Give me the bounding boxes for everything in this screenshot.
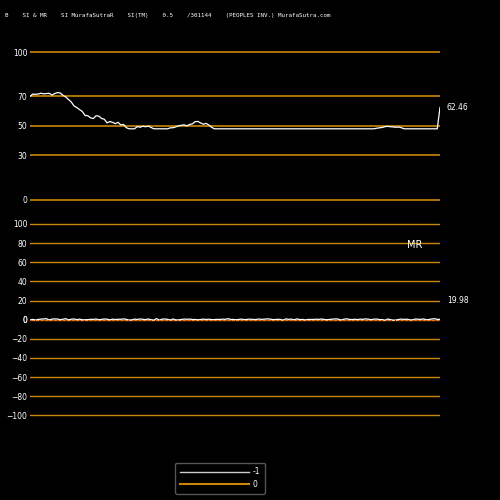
Text: B    SI & MR    SI MurafaSutraR    SI(TM)    0.5    /301144    (PEOPLES INV.) Mu: B SI & MR SI MurafaSutraR SI(TM) 0.5 /30… [5,12,330,18]
Text: 19.98: 19.98 [447,296,468,305]
Text: 62.46: 62.46 [447,103,468,112]
Text: MR: MR [407,240,422,250]
Legend: -1, 0: -1, 0 [176,462,264,494]
